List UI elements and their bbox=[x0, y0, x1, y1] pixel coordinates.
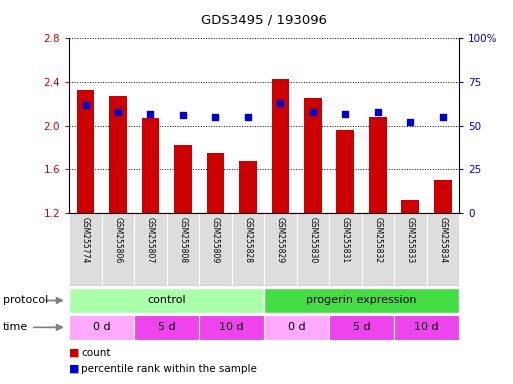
Text: protocol: protocol bbox=[3, 295, 48, 306]
Point bbox=[341, 111, 349, 117]
Bar bbox=[232, 213, 264, 286]
Text: GSM255833: GSM255833 bbox=[406, 217, 415, 263]
Bar bbox=[109, 96, 127, 213]
Text: percentile rank within the sample: percentile rank within the sample bbox=[81, 364, 257, 374]
Bar bbox=[239, 161, 257, 213]
Text: GSM255808: GSM255808 bbox=[179, 217, 187, 263]
Text: GSM255831: GSM255831 bbox=[341, 217, 350, 263]
Text: count: count bbox=[81, 348, 111, 358]
Bar bbox=[134, 315, 199, 340]
Text: ■: ■ bbox=[69, 348, 80, 358]
Text: GDS3495 / 193096: GDS3495 / 193096 bbox=[201, 13, 327, 26]
Bar bbox=[394, 213, 427, 286]
Point bbox=[146, 111, 154, 117]
Text: GSM255830: GSM255830 bbox=[308, 217, 318, 263]
Bar bbox=[102, 213, 134, 286]
Bar bbox=[69, 213, 102, 286]
Point bbox=[179, 112, 187, 118]
Bar bbox=[402, 200, 419, 213]
Text: 0 d: 0 d bbox=[288, 322, 306, 333]
Text: GSM255774: GSM255774 bbox=[81, 217, 90, 263]
Text: GSM255832: GSM255832 bbox=[373, 217, 382, 263]
Point bbox=[277, 100, 285, 106]
Text: progerin expression: progerin expression bbox=[306, 295, 417, 306]
Text: control: control bbox=[147, 295, 186, 306]
Bar bbox=[207, 153, 224, 213]
Bar bbox=[69, 288, 264, 313]
Point bbox=[406, 119, 415, 125]
Text: GSM255834: GSM255834 bbox=[439, 217, 447, 263]
Bar bbox=[329, 213, 362, 286]
Text: ■: ■ bbox=[69, 364, 80, 374]
Point bbox=[82, 102, 90, 108]
Bar bbox=[304, 98, 322, 213]
Text: 5 d: 5 d bbox=[353, 322, 370, 333]
Point bbox=[309, 109, 317, 115]
Text: GSM255809: GSM255809 bbox=[211, 217, 220, 263]
Bar bbox=[134, 213, 167, 286]
Point bbox=[439, 114, 447, 120]
Bar bbox=[174, 146, 192, 213]
Point bbox=[244, 114, 252, 120]
Bar bbox=[199, 315, 264, 340]
Text: 10 d: 10 d bbox=[220, 322, 244, 333]
Text: GSM255806: GSM255806 bbox=[113, 217, 123, 263]
Bar bbox=[142, 118, 160, 213]
Bar bbox=[76, 90, 94, 213]
Bar bbox=[69, 315, 134, 340]
Text: 10 d: 10 d bbox=[415, 322, 439, 333]
Bar bbox=[427, 213, 459, 286]
Point bbox=[211, 114, 220, 120]
Bar bbox=[271, 79, 289, 213]
Bar bbox=[264, 213, 297, 286]
Bar bbox=[337, 130, 354, 213]
Text: GSM255807: GSM255807 bbox=[146, 217, 155, 263]
Bar bbox=[264, 315, 329, 340]
Point bbox=[114, 109, 122, 115]
Text: GSM255829: GSM255829 bbox=[276, 217, 285, 263]
Text: time: time bbox=[3, 322, 28, 333]
Text: 5 d: 5 d bbox=[158, 322, 175, 333]
Bar bbox=[369, 117, 387, 213]
Bar bbox=[329, 315, 394, 340]
Bar bbox=[264, 288, 459, 313]
Text: GSM255828: GSM255828 bbox=[244, 217, 252, 263]
Bar bbox=[167, 213, 199, 286]
Bar bbox=[434, 180, 452, 213]
Point bbox=[374, 109, 382, 115]
Text: 0 d: 0 d bbox=[93, 322, 111, 333]
Bar bbox=[199, 213, 232, 286]
Bar bbox=[297, 213, 329, 286]
Bar bbox=[394, 315, 459, 340]
Bar bbox=[362, 213, 394, 286]
